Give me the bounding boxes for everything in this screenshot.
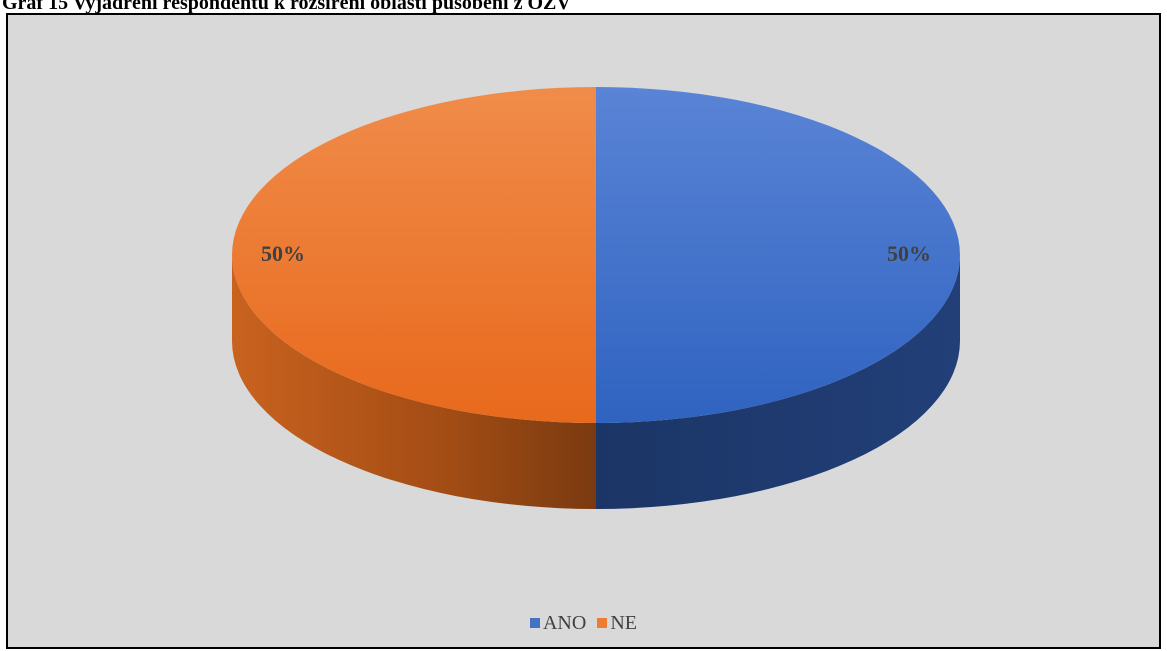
legend-swatch-ano: [529, 618, 540, 628]
pie-slice-ne: [232, 87, 596, 423]
legend-label-ne: NE: [610, 611, 637, 634]
data-label-ne: 50%: [261, 241, 305, 266]
chart-legend: ANO NE: [8, 611, 1159, 635]
legend-label-ano: ANO: [542, 611, 587, 634]
legend-item-ano: ANO: [529, 611, 587, 635]
legend-swatch-ne: [597, 618, 608, 628]
pie-slice-ano: [596, 87, 960, 423]
chart-area: 50% 50% ANO NE: [6, 13, 1161, 649]
pie-chart: 50% 50%: [232, 87, 960, 509]
pie-slice-side-ano: [596, 255, 960, 509]
chart-caption: Graf 15 Vyjádření respondentů k rozšířen…: [2, 0, 571, 14]
pie-slice-side-ne: [232, 255, 596, 509]
legend-item-ne: NE: [597, 612, 637, 635]
data-label-ano: 50%: [887, 241, 931, 266]
